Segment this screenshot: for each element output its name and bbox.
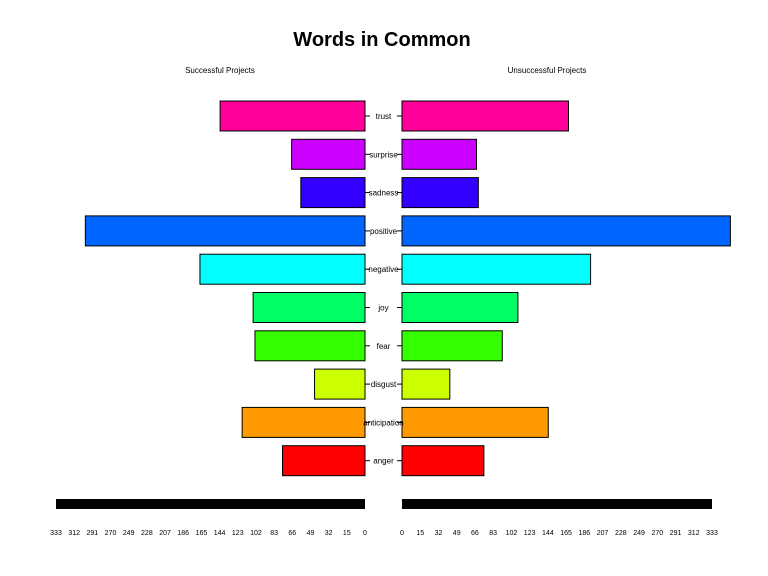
bar-right-anger	[401, 445, 485, 477]
left-axis-tick-label: 207	[159, 530, 171, 537]
bar-right-joy	[401, 292, 519, 323]
category-label-surprise: surprise	[369, 150, 398, 159]
left-axis-tick-label: 165	[196, 530, 208, 537]
bar-right-sadness	[401, 177, 479, 209]
right-axis: 0 15 32 49 66 83 102 123 144 165 186 207 228 249 270 29…	[400, 499, 718, 537]
right-axis-tick-label: 186	[579, 530, 591, 537]
category-label-trust: trust	[376, 112, 392, 121]
bar-left-positive	[84, 215, 366, 247]
right-axis-tick-label: 333	[706, 530, 718, 537]
right-axis-tick-label: 207	[597, 530, 609, 537]
bar-left-anticipation	[241, 406, 366, 438]
left-axis-tick-label: 83	[270, 530, 278, 537]
left-axis-tick-label: 144	[214, 530, 226, 537]
left-axis-tick-label: 228	[141, 530, 153, 537]
category-label-negative: negative	[368, 265, 399, 274]
left-panel-label: Successful Projects	[185, 66, 255, 75]
right-axis-tick-label: 0	[400, 530, 404, 537]
left-axis-tick-label: 49	[307, 530, 315, 537]
left-axis-tick-label: 333	[50, 530, 62, 537]
right-bars-group	[401, 100, 731, 477]
right-axis-tick-label: 291	[670, 530, 682, 537]
bar-left-trust	[219, 100, 366, 132]
bar-right-surprise	[401, 138, 478, 170]
bar-left-anger	[281, 445, 366, 477]
left-axis-tick-label: 291	[87, 530, 99, 537]
left-axis-tick-label: 312	[68, 530, 80, 537]
right-axis-bar	[402, 499, 712, 509]
bar-left-negative	[199, 253, 366, 285]
bar-right-positive	[401, 215, 731, 247]
bar-right-negative	[401, 253, 592, 285]
right-axis-tick-label: 102	[506, 530, 518, 537]
left-axis-tick-label: 186	[177, 530, 189, 537]
right-axis-tick-label: 66	[471, 530, 479, 537]
left-axis-tick-label: 32	[325, 530, 333, 537]
right-axis-tick-label: 123	[524, 530, 536, 537]
right-axis-tick-label: 165	[560, 530, 572, 537]
left-axis-bar	[56, 499, 365, 509]
bar-right-fear	[401, 330, 503, 362]
left-bars-group	[84, 100, 366, 477]
category-label-sadness: sadness	[369, 189, 399, 198]
bar-right-disgust	[401, 368, 451, 400]
right-axis-tick-label: 312	[688, 530, 700, 537]
left-axis: 333 312 291 270 249 228 207 186 165 144 123 102 83 66…	[50, 499, 367, 537]
right-axis-tick-label: 144	[542, 530, 554, 537]
right-axis-tick-label: 15	[416, 530, 424, 537]
right-axis-tick-label: 228	[615, 530, 627, 537]
left-axis-tick-label: 249	[123, 530, 135, 537]
bar-left-surprise	[291, 138, 366, 170]
left-axis-tick-label: 270	[105, 530, 117, 537]
category-label-fear: fear	[377, 342, 391, 351]
bar-right-anticipation	[401, 406, 549, 438]
category-label-anticipation: anticipation	[363, 418, 403, 427]
category-label-disgust: disgust	[371, 380, 397, 389]
category-label-positive: positive	[370, 227, 398, 236]
chart-title: Words in Common	[293, 29, 470, 51]
bar-right-trust	[401, 100, 569, 132]
right-axis-tick-label: 32	[435, 530, 443, 537]
right-panel-label: Unsuccessful Projects	[508, 66, 587, 75]
category-label-anger: anger	[373, 457, 394, 466]
category-label-joy: joy	[377, 304, 388, 313]
left-axis-tick-label: 0	[363, 530, 367, 537]
bar-left-disgust	[314, 368, 366, 400]
right-axis-tick-label: 49	[453, 530, 461, 537]
left-axis-tick-label: 102	[250, 530, 262, 537]
left-axis-tick-label: 15	[343, 530, 351, 537]
bar-left-joy	[252, 292, 366, 323]
right-axis-tick-label: 83	[489, 530, 497, 537]
right-axis-tick-label: 249	[633, 530, 645, 537]
bar-left-fear	[254, 330, 366, 362]
category-labels-group: trust surprise sadness positive negative joy f…	[363, 112, 403, 466]
left-axis-tick-label: 66	[288, 530, 296, 537]
left-axis-tick-label: 123	[232, 530, 244, 537]
bar-left-sadness	[300, 177, 366, 209]
right-axis-tick-label: 270	[651, 530, 663, 537]
